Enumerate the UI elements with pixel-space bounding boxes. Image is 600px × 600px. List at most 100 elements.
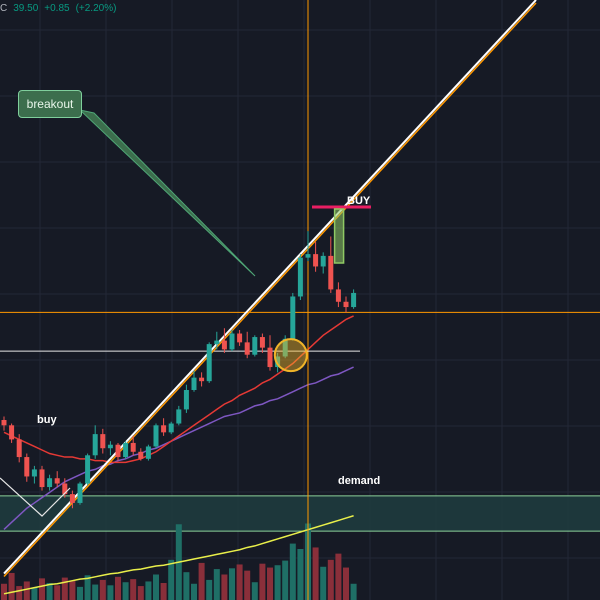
candle-body — [328, 255, 334, 290]
volume-bar — [122, 582, 129, 600]
candle-body — [199, 377, 205, 382]
volume-bar — [31, 587, 38, 600]
buy-label-top[interactable]: BUY — [347, 195, 371, 207]
volume-bar — [46, 583, 53, 600]
volume-bar — [23, 581, 30, 600]
candle-body — [267, 347, 273, 368]
volume-bar — [274, 565, 281, 600]
candle-body — [1, 420, 7, 426]
volume-bar — [244, 570, 251, 600]
candle-body — [282, 338, 288, 357]
volume-ma-line — [3, 515, 354, 595]
candle-body — [206, 344, 212, 382]
candle-body — [92, 434, 98, 456]
candle-body — [351, 292, 357, 308]
candle-body — [100, 434, 106, 449]
volume-bar — [267, 567, 273, 600]
candle-body — [297, 257, 303, 297]
trendline — [3, 0, 537, 575]
volume-bar — [251, 582, 258, 600]
volume-bar — [115, 576, 121, 600]
candle-body — [69, 494, 75, 503]
volume-bar — [297, 549, 304, 600]
demand-label[interactable]: demand — [338, 475, 381, 487]
demand-zone — [0, 495, 600, 532]
candle-body — [320, 255, 326, 267]
volume-bar — [320, 566, 327, 600]
candle-body — [176, 409, 182, 424]
volume-bar — [69, 580, 76, 600]
volume-bar — [8, 572, 15, 600]
candle-body — [138, 451, 144, 459]
candle-body — [123, 442, 129, 458]
candle-body — [259, 337, 265, 348]
candle-body — [168, 423, 174, 433]
change-percent: (+2.20%) — [75, 2, 117, 14]
close-value: 39.50 — [13, 2, 39, 14]
candle-body — [161, 425, 167, 433]
volume-bar — [198, 562, 205, 600]
volume-bar — [206, 579, 213, 600]
breakout-callout-pointer — [78, 109, 256, 277]
volume-bar — [130, 579, 137, 600]
candle-body — [244, 342, 250, 355]
volume-bar — [1, 583, 7, 600]
candle-body — [77, 483, 83, 503]
candle-body — [343, 301, 349, 308]
volume-bar — [327, 559, 334, 600]
volume-bar — [229, 568, 235, 600]
candle-body — [191, 377, 197, 390]
candle-body — [24, 457, 30, 477]
candle-body — [54, 478, 60, 484]
volume-bar — [145, 581, 152, 600]
volume-bar — [350, 583, 357, 600]
trendline-shadow — [3, 2, 537, 578]
slow-ma-line — [3, 366, 354, 530]
buy-label-low[interactable]: buy — [37, 414, 57, 426]
volume-bar — [335, 553, 342, 600]
volume-bar — [107, 585, 114, 600]
volume-bar — [39, 578, 45, 600]
candle-body — [290, 296, 296, 339]
breakout-callout[interactable]: breakout — [18, 90, 82, 118]
candle-body — [313, 254, 319, 267]
candle-body — [130, 442, 136, 452]
candle-body — [9, 425, 15, 440]
candle-body — [153, 425, 159, 447]
volume-bar — [77, 586, 83, 600]
candle-body — [47, 478, 53, 488]
volume-bar — [61, 577, 68, 600]
candle-body — [275, 356, 281, 368]
volume-bar — [236, 564, 243, 600]
volume-bar — [54, 585, 61, 600]
candle-body — [16, 439, 22, 458]
volume-bar — [221, 574, 228, 600]
candle-body — [145, 446, 151, 459]
candle-body — [39, 469, 45, 488]
volume-bar — [312, 547, 319, 600]
breakout-circle — [273, 338, 308, 373]
candle-body — [62, 483, 68, 495]
volume-bar — [282, 560, 289, 600]
volume-bar — [183, 572, 190, 600]
candle-body — [107, 444, 113, 449]
candle-body — [335, 289, 341, 302]
candle-body — [214, 340, 220, 345]
volume-bar — [343, 567, 349, 600]
ohlc-legend: C 39.50 +0.85 (+2.20%) — [0, 0, 116, 16]
candle-body — [85, 455, 91, 484]
volume-bar — [99, 579, 106, 600]
volume-bar — [160, 583, 167, 600]
candle-body — [31, 469, 37, 477]
candle-body — [115, 444, 121, 458]
candle-body — [237, 333, 243, 343]
volume-bar — [213, 569, 220, 600]
volume-bar — [92, 584, 99, 600]
v-pattern-line — [0, 477, 71, 517]
candle-body — [252, 337, 258, 355]
fast-ma-line — [3, 315, 354, 464]
candle-body — [305, 254, 311, 258]
candle-body — [221, 340, 227, 350]
